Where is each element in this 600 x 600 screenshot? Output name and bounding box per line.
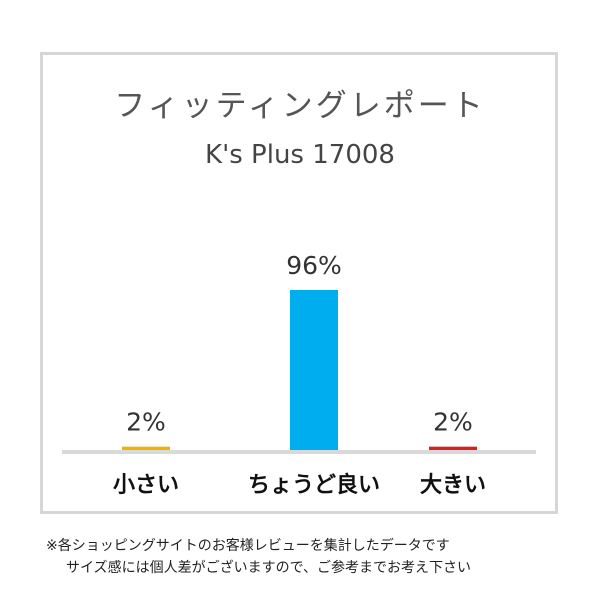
footnote-line-2: サイズ感には個人差がございますので、ご参考までお考え下さい bbox=[66, 560, 472, 576]
data-label-3: 2% bbox=[433, 408, 473, 437]
bar-2 bbox=[290, 290, 338, 450]
chart-subtitle: K's Plus 17008 bbox=[205, 140, 395, 170]
footnote-line-1: ※各ショッピングサイトのお客様レビューを集計したデータです bbox=[46, 538, 450, 554]
bar-1 bbox=[122, 446, 170, 450]
bar-3 bbox=[429, 446, 477, 450]
data-label-2: 96% bbox=[286, 251, 342, 280]
chart-title: フィッティングレポート bbox=[114, 88, 486, 124]
category-label-3: 大きい bbox=[420, 473, 486, 498]
category-label-1: 小さい bbox=[113, 473, 179, 498]
category-label-2: ちょうど良い bbox=[248, 472, 380, 498]
data-label-1: 2% bbox=[126, 408, 166, 437]
